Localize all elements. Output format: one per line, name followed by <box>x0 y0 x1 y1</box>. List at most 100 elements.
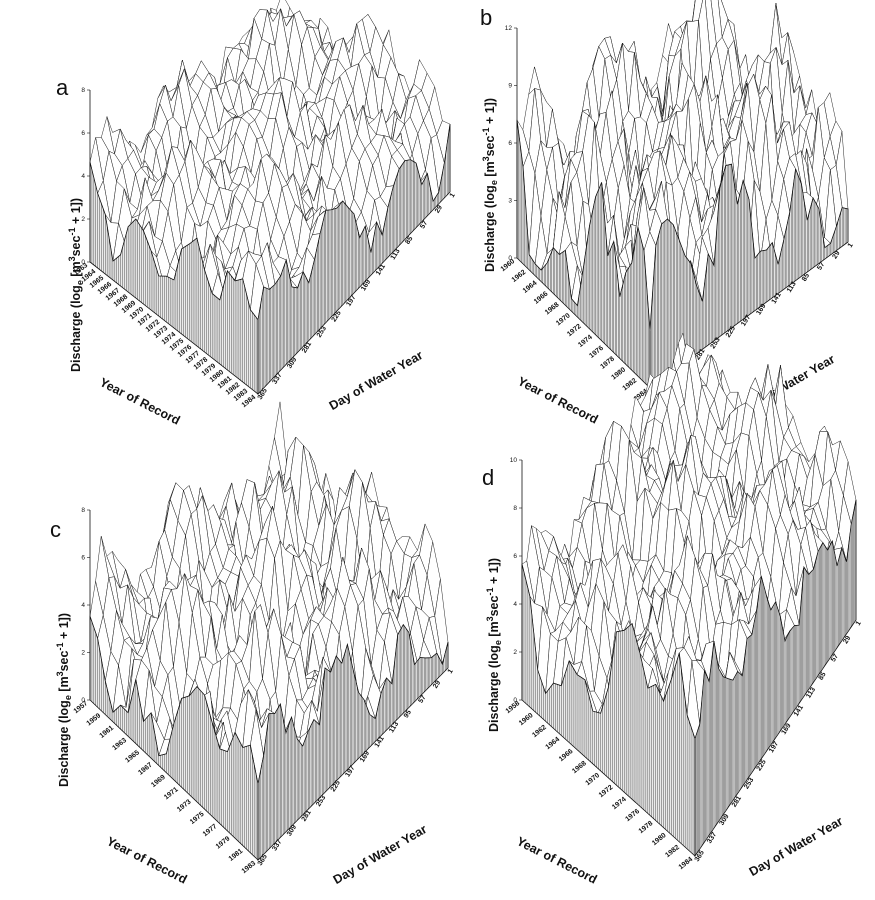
panel-a-day-axis-title: Day of Water Year <box>327 348 426 413</box>
panel-a-day-tick-label: 113 <box>390 248 402 261</box>
panel-d-year-tick-label: 1972 <box>598 784 615 799</box>
panel-a-zlabel-main: Discharge (log <box>69 285 83 372</box>
panel-d-year-tick-label: 1958 <box>505 700 522 715</box>
panel-d-z-tick-label: 6 <box>513 553 517 560</box>
panel-d-surface <box>521 332 857 858</box>
panel-d-year-tick-label: 1962 <box>531 724 548 739</box>
panel-c-day-tick-label: 57 <box>418 694 428 704</box>
panel-d-z-tick-label: 10 <box>510 457 518 464</box>
panel-d-day-tick-label: 57 <box>830 653 840 663</box>
panel-b-zlabel-sup: 3 <box>481 156 491 161</box>
panel-a-z-ticks: 0 2 4 6 8 <box>81 87 91 266</box>
panel-a-day-tick-label: 57 <box>419 220 429 230</box>
panel-c-z-tick-label: 2 <box>81 650 85 657</box>
panel-d-zlabel-main: Discharge (log <box>487 645 501 732</box>
panel-c-zlabel-unit: [m <box>57 676 71 695</box>
panel-d-day-axis-title: Day of Water Year <box>747 814 846 879</box>
panel-b-zlabel-sup2: -1 <box>481 128 491 136</box>
panel-c-year-tick-label: 1979 <box>215 835 232 850</box>
panel-d-year-tick-label: 1968 <box>571 760 588 775</box>
panel-a-zlabel-sup: 3 <box>67 256 77 261</box>
panel-b-zlabel-end: + 1]) <box>483 98 497 128</box>
panel-a-year-axis-title: Year of Record <box>97 375 182 428</box>
panel-c-year-tick-label: 1959 <box>86 712 103 727</box>
panel-b-z-tick-label: 3 <box>508 198 512 205</box>
panel-d-zlabel-sup2: -1 <box>485 588 495 596</box>
panel-c-z-tick-label: 0 <box>81 697 85 704</box>
panel-d-day-tick-label: 29 <box>842 635 852 645</box>
panel-b-z-tick-label: 9 <box>508 83 512 90</box>
panel-d-zlabel-end: + 1]) <box>487 558 501 588</box>
panel-b-year-tick-label: 1962 <box>511 269 528 284</box>
panel-a-z-tick-label: 2 <box>81 216 85 223</box>
panel-d-year-tick-label: 1978 <box>638 820 655 835</box>
panel-d-year-axis-title: Year of Record <box>514 834 599 887</box>
panel-d-z-tick-label: 2 <box>513 649 517 656</box>
panel-c: c 0 2 4 6 8 19571959196119631965196719691971… <box>50 401 455 887</box>
panel-d-z-tick-label: 8 <box>513 505 517 512</box>
panel-c-z-tick-label: 4 <box>81 602 85 609</box>
panel-b-year-tick-label: 1982 <box>622 377 639 392</box>
panel-b-zlabel-tail: sec <box>483 135 497 156</box>
panel-c-year-tick-label: 1957 <box>73 700 90 715</box>
panel-a-letter: a <box>56 75 69 100</box>
panel-d-zlabel-tail: sec <box>487 595 501 616</box>
panel-b-year-axis-title: Year of Record <box>515 374 600 427</box>
panel-d-year-tick-label: 1976 <box>624 808 641 823</box>
panel-c-year-tick-label: 1981 <box>228 848 245 863</box>
panel-c-year-tick-label: 1973 <box>176 798 193 813</box>
panel-b-year-tick-label: 1972 <box>566 323 583 338</box>
panel-c-zlabel-sub: e <box>63 695 73 700</box>
panel-d-year-tick-label: 1984 <box>678 856 695 871</box>
panel-a-day-tick-label: 85 <box>404 235 414 245</box>
panel-b-zlabel-sub: e <box>489 180 499 185</box>
panel-b-zlabel-unit: [m <box>483 161 497 180</box>
panel-d-zlabel-sub: e <box>493 640 503 645</box>
panel-b-year-tick-label: 1968 <box>544 301 561 316</box>
panel-a-z-tick-label: 6 <box>81 130 85 137</box>
panel-a-zlabel-sup2: -1 <box>67 228 77 236</box>
panel-d-year-tick-label: 1974 <box>611 796 628 811</box>
panel-c-letter: c <box>50 517 61 542</box>
panel-b-day-tick-label: 113 <box>786 281 798 294</box>
panel-a-zlabel-end: + 1]) <box>69 198 83 228</box>
panel-d-z-tick-label: 0 <box>513 697 517 704</box>
panel-a-zlabel-sub: e <box>75 280 85 285</box>
panel-d-day-tick-label: 85 <box>818 671 828 681</box>
panel-a-z-tick-label: 8 <box>81 87 85 94</box>
panel-b-year-tick-label: 1960 <box>500 258 517 273</box>
panel-c-day-tick-label: 95 <box>403 709 413 719</box>
panel-b-day-tick-label: 85 <box>801 272 811 282</box>
panel-b-z-tick-label: 6 <box>508 140 512 147</box>
panel-b-surface <box>516 0 849 389</box>
panel-b-year-tick-label: 1976 <box>588 345 605 360</box>
panel-b-letter: b <box>480 5 492 30</box>
panel-b-year-tick-label: 1978 <box>599 355 616 370</box>
panel-c-year-tick-label: 1965 <box>124 749 141 764</box>
panel-c-year-axis-title: Year of Record <box>104 834 189 887</box>
panel-a-z-axis-title: Discharge (loge [m3sec-1 + 1]) <box>67 198 85 372</box>
panel-d-year-tick-label: 1964 <box>545 736 562 751</box>
panel-a-z-tick-label: 4 <box>81 173 85 180</box>
panel-c-year-tick-label: 1961 <box>98 725 115 740</box>
panel-b-year-tick-label: 1970 <box>555 312 572 327</box>
panel-d-z-ticks: 0 2 4 6 8 10 <box>510 457 523 704</box>
panel-c-year-tick-label: 1967 <box>137 762 154 777</box>
panel-c-day-tick-label: 1 <box>447 668 455 675</box>
panel-c-day-tick-label: 29 <box>432 679 442 689</box>
panel-d-zlabel-sup: 3 <box>485 616 495 621</box>
panel-d-year-tick-label: 1960 <box>518 712 535 727</box>
panel-b-day-tick-label: 29 <box>832 250 842 260</box>
panel-c-zlabel-main: Discharge (log <box>57 700 71 787</box>
panel-b-z-axis-title: Discharge (loge [m3sec-1 + 1]) <box>481 98 499 272</box>
panel-b-year-tick-label: 1966 <box>533 290 550 305</box>
panel-d-day-tick-label: 113 <box>805 686 817 699</box>
panel-a-z-tick-label: 0 <box>81 259 85 266</box>
panel-d-year-tick-label: 1970 <box>584 772 601 787</box>
panel-c-z-tick-label: 8 <box>81 507 85 514</box>
panel-b-z-ticks: 0 3 6 9 12 <box>505 25 518 262</box>
